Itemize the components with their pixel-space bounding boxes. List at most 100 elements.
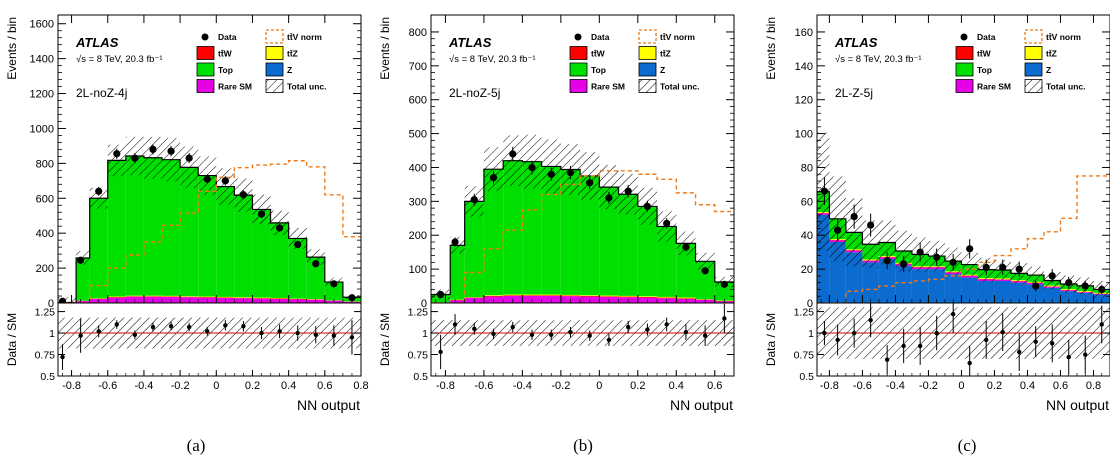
- x-tick-label: 0.6: [1053, 380, 1068, 392]
- bar-z: [961, 277, 978, 303]
- ratio-point: [950, 311, 956, 317]
- legend-marker-ttz: [638, 46, 657, 60]
- ratio-point: [549, 332, 554, 337]
- panel-3: 0 20 40 60 80 100 120 140 160 Events / bin ATLAS √s…: [764, 14, 1110, 455]
- bar-top: [483, 169, 504, 296]
- ratio-point: [277, 329, 282, 334]
- y-tick-label: 0: [421, 298, 427, 310]
- ratio-point: [259, 330, 264, 336]
- ratio-y-axis-label: Data / SM: [378, 313, 392, 366]
- uncertainty-band: [89, 187, 108, 209]
- ratio-point: [452, 322, 458, 327]
- data-point: [330, 280, 338, 288]
- ratio-point: [205, 329, 210, 334]
- legend-marker-ttw: [569, 46, 588, 60]
- bar-ttz: [560, 294, 581, 296]
- main-plot-area: [431, 134, 734, 303]
- legend-label-ttw: tt̄W: [977, 49, 992, 59]
- x-axis-label: NN output: [297, 397, 360, 413]
- ratio-point: [822, 330, 827, 336]
- bar-top: [234, 195, 253, 298]
- ratio-y-tick-label: 0.5: [413, 371, 428, 383]
- x-tick-label: -0.8: [62, 380, 81, 392]
- data-point: [528, 163, 536, 172]
- data-point: [916, 248, 924, 256]
- data-point: [1015, 265, 1023, 273]
- ratio-plot-area: [817, 303, 1110, 376]
- data-point: [820, 187, 829, 195]
- legend-marker-ttv-norm: [265, 29, 284, 44]
- ratio-point: [96, 329, 101, 334]
- uncertainty-band: [829, 176, 846, 262]
- data-point: [77, 256, 85, 264]
- bar-z: [1010, 282, 1028, 303]
- ratio-point: [568, 330, 573, 335]
- legend-label-z: Z: [1046, 65, 1051, 75]
- data-point: [451, 238, 459, 246]
- legend-label-ttw: tt̄W: [218, 49, 233, 59]
- bar-rare-sm: [450, 300, 465, 303]
- bar-top: [180, 167, 199, 297]
- bar-rare-sm: [76, 301, 90, 303]
- bar-top: [560, 169, 581, 295]
- data-point: [167, 147, 175, 155]
- bar-ttw: [483, 295, 504, 297]
- panel-caption: (a): [187, 436, 206, 455]
- panel-1: 0 200 400 600 800 1000 1200 1400 1600 Events / bi…: [5, 14, 369, 455]
- panel-caption: (c): [958, 436, 977, 455]
- data-point: [605, 194, 613, 202]
- data-point: [348, 294, 356, 302]
- experiment-label: ATLAS: [75, 35, 119, 50]
- bar-top: [76, 257, 90, 301]
- ratio-point: [664, 322, 669, 327]
- bar-ttw: [143, 296, 163, 297]
- bar-ttz: [252, 297, 271, 299]
- legend-marker-total-unc: [265, 79, 284, 93]
- ratio-y-axis-label: Data / SM: [5, 313, 19, 366]
- legend-label-ttv-norm: tt̄V norm: [1046, 32, 1081, 42]
- ratio-point: [1099, 322, 1104, 327]
- experiment-label: ATLAS: [448, 35, 492, 50]
- legend-label-top: Top: [218, 65, 233, 75]
- uncertainty-band: [541, 139, 561, 194]
- bar-ttw: [657, 297, 677, 299]
- bar-ttw: [216, 297, 235, 298]
- ratio-y-tick-label: 1: [49, 328, 55, 340]
- region-label: 2L-Z-5j: [835, 86, 873, 100]
- y-tick-label: 60: [801, 196, 813, 208]
- ratio-point: [645, 327, 650, 332]
- y-tick-label: 1600: [30, 19, 54, 31]
- bar-top: [143, 157, 163, 296]
- main-plot-area: [58, 136, 361, 303]
- uncertainty-band: [252, 194, 271, 225]
- bar-ttz: [599, 295, 619, 297]
- y-tick-label: 200: [36, 263, 54, 275]
- bar-ttw: [580, 295, 600, 297]
- ratio-point: [625, 324, 631, 330]
- legend: Data tt̄V norm tt̄W tt̄Z Top Z Rare SM Total un…: [955, 29, 1086, 93]
- ratio-point: [529, 332, 535, 337]
- legend-label-rare-sm: Rare SM: [591, 82, 625, 92]
- y-tick-label: 100: [409, 264, 427, 276]
- bar-top: [107, 160, 126, 297]
- bar-ttw: [198, 297, 217, 298]
- region-label: 2L-noZ-4j: [76, 86, 127, 100]
- data-point: [883, 257, 891, 265]
- bar-top: [162, 159, 181, 296]
- y-tick-label: 700: [409, 61, 427, 73]
- data-point: [663, 219, 671, 227]
- ratio-point: [934, 330, 939, 336]
- legend-marker-data: [201, 33, 209, 41]
- data-point: [239, 191, 248, 199]
- ratio-point: [60, 354, 65, 360]
- ratio-y-tick-label: 1.25: [35, 307, 56, 319]
- ratio-point: [1000, 330, 1005, 335]
- legend-marker-rare-sm: [196, 79, 215, 93]
- y-axis-label: Events / bin: [764, 17, 778, 80]
- bar-z: [977, 280, 995, 303]
- bar-ttz: [162, 295, 181, 297]
- data-point: [701, 267, 709, 275]
- ratio-y-tick-label: 0.5: [799, 371, 814, 383]
- bar-z: [1076, 292, 1094, 303]
- bar-top: [637, 206, 658, 297]
